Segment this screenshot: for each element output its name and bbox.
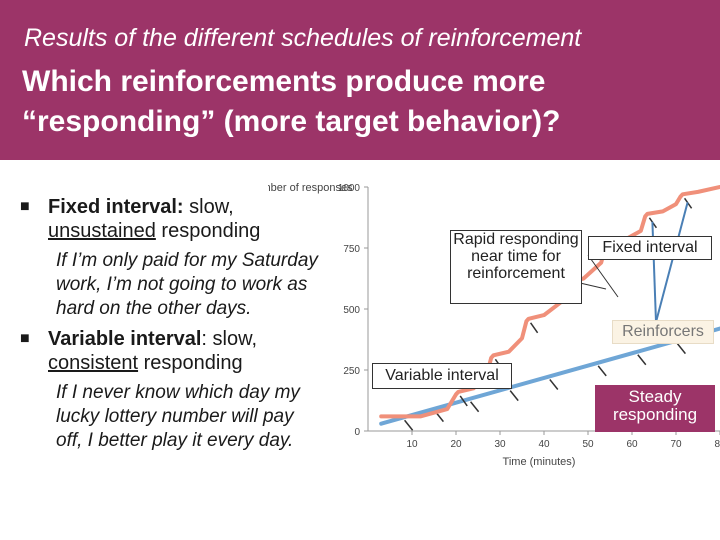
rapid-responding-connector bbox=[579, 282, 607, 290]
variable-reinforcement-mark bbox=[676, 343, 686, 355]
bullet-fixed-interval: ■ Fixed interval: slow, unsustained resp… bbox=[20, 195, 320, 243]
title-line-1: Which reinforcements produce more bbox=[22, 65, 546, 98]
example-variable: If I never know which day my lucky lotte… bbox=[56, 382, 300, 451]
bullet-variable-text-1: : slow, bbox=[201, 328, 257, 350]
x-tick-label: 50 bbox=[582, 439, 594, 450]
steady-responding-label: Steady responding bbox=[595, 385, 715, 432]
bullet-fixed-text-2: responding bbox=[155, 220, 261, 242]
fixed-reinforcement-mark bbox=[459, 395, 468, 407]
bullet-variable-underlined: consistent bbox=[48, 352, 139, 374]
x-tick-label: 80 bbox=[714, 439, 720, 450]
x-tick-label: 10 bbox=[406, 439, 418, 450]
variable-reinforcement-mark bbox=[509, 390, 519, 402]
y-tick-label: 750 bbox=[343, 244, 360, 255]
variable-reinforcement-mark bbox=[597, 365, 607, 377]
x-axis-label: Time (minutes) bbox=[503, 456, 576, 468]
title-line-2: “responding” (more target behavior)? bbox=[22, 105, 561, 138]
square-bullet-icon: ■ bbox=[20, 198, 30, 215]
variable-reinforcement-mark bbox=[637, 354, 647, 366]
variable-reinforcement-mark bbox=[549, 379, 559, 390]
example-fixed: If I’m only paid for my Saturday work, I… bbox=[56, 250, 318, 319]
y-axis-label: Number of responses bbox=[268, 182, 353, 194]
bullet-variable-text-2: responding bbox=[138, 352, 243, 374]
y-tick-label: 250 bbox=[343, 366, 360, 377]
y-tick-label: 1000 bbox=[338, 183, 361, 194]
rapid-responding-note: Rapid responding near time for reinforce… bbox=[450, 230, 582, 304]
slide-subtitle: Results of the different schedules of re… bbox=[24, 24, 582, 52]
x-tick-label: 20 bbox=[450, 439, 462, 450]
fixed-interval-connector bbox=[587, 254, 619, 298]
y-tick-label: 0 bbox=[354, 427, 360, 438]
square-bullet-icon: ■ bbox=[20, 330, 30, 347]
reinforcer-arrow bbox=[655, 202, 689, 323]
bullet-variable-interval: ■ Variable interval: slow, consistent re… bbox=[20, 327, 320, 375]
slide-title: Which reinforcements produce more “respo… bbox=[22, 62, 560, 142]
variable-reinforcement-mark bbox=[470, 401, 480, 413]
bullet-variable-term: Variable interval bbox=[48, 328, 202, 350]
bullet-fixed-term: Fixed interval: bbox=[48, 196, 184, 218]
variable-reinforcement-mark bbox=[404, 419, 414, 431]
x-tick-label: 30 bbox=[494, 439, 506, 450]
x-tick-label: 40 bbox=[538, 439, 550, 450]
y-tick-label: 500 bbox=[343, 305, 360, 316]
reinforcers-label: Reinforcers bbox=[612, 320, 714, 344]
bullet-list: ■ Fixed interval: slow, unsustained resp… bbox=[20, 195, 320, 459]
variable-interval-label: Variable interval bbox=[372, 363, 512, 389]
x-tick-label: 60 bbox=[626, 439, 638, 450]
bullet-fixed-underlined: unsustained bbox=[48, 220, 156, 242]
x-tick-label: 70 bbox=[670, 439, 682, 450]
title-banner: Results of the different schedules of re… bbox=[0, 0, 720, 160]
bullet-fixed-text-1: slow, bbox=[183, 196, 234, 218]
variable-interval-line bbox=[379, 326, 720, 426]
fixed-reinforcement-mark bbox=[529, 322, 539, 334]
fixed-interval-label: Fixed interval bbox=[588, 236, 712, 260]
